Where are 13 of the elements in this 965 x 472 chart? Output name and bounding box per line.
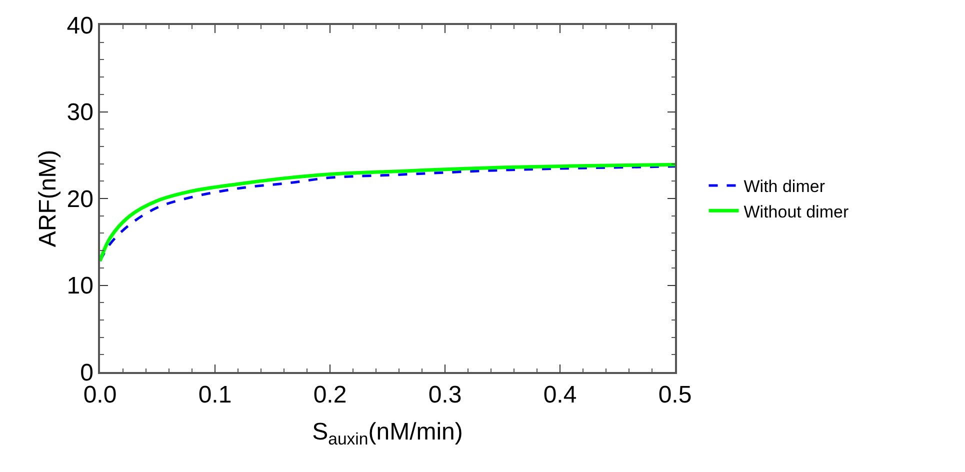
x-tick-label: 0.1: [198, 382, 232, 409]
legend-label: Without dimer: [744, 202, 849, 222]
y-tick-label: 10: [66, 272, 94, 300]
y-tick-label: 20: [66, 186, 94, 213]
y-tick-label: 40: [66, 12, 94, 40]
y-tick-label: 30: [66, 99, 94, 126]
x-tick-label: 0.3: [428, 382, 462, 409]
x-tick-label: 0.4: [543, 382, 577, 409]
legend-label: With dimer: [744, 177, 826, 196]
x-tick-label: 0.5: [658, 382, 692, 409]
y-axis-title: ARF(nM): [34, 150, 62, 248]
x-tick-label: 0.2: [313, 382, 347, 409]
x-axis-title: S$_{auxin}$(nM/min): [312, 418, 463, 448]
